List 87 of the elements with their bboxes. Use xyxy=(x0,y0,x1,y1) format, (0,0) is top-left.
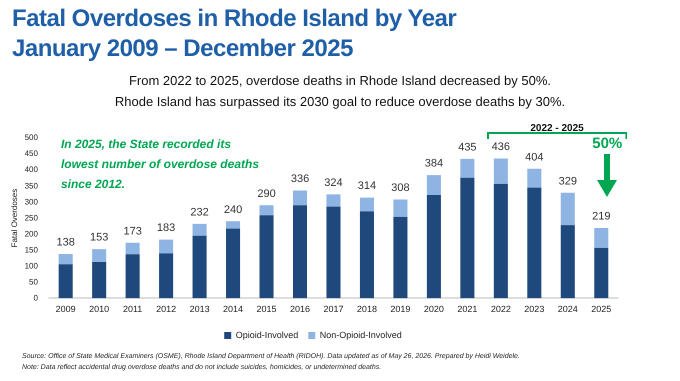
y-tick-label: 450 xyxy=(24,149,38,158)
bar xyxy=(460,158,474,178)
bar xyxy=(494,184,508,298)
total-label: 336 xyxy=(290,173,310,186)
total-label: 219 xyxy=(592,210,610,223)
bar xyxy=(326,206,341,298)
x-tick-label: 2014 xyxy=(223,304,244,314)
bar xyxy=(527,188,542,298)
bar xyxy=(426,195,441,298)
bar xyxy=(126,242,140,254)
y-axis-title: Fatal Overdoses xyxy=(10,188,20,248)
y-tick-label: 100 xyxy=(24,261,38,270)
bar xyxy=(594,248,608,298)
bar xyxy=(58,254,73,264)
bar xyxy=(292,190,308,206)
bar xyxy=(159,253,174,298)
bar xyxy=(426,175,441,196)
x-tick-label: 2023 xyxy=(524,304,544,314)
total-label: 329 xyxy=(558,175,577,188)
total-label: 290 xyxy=(257,188,276,200)
annotation: 50% xyxy=(592,135,622,152)
bar xyxy=(226,221,240,229)
chart-subtitle: From 2022 to 2025, overdose deaths in Rhode Island decreased by 50%. Rhode Island has surpassed its 2030 goal to reduce overdose deaths by 30%. xyxy=(114,72,566,111)
chart-title: Fatal Overdoses in Rhode Island by Year January 2009 – December 2025 xyxy=(12,4,456,64)
bar xyxy=(393,216,408,298)
y-tick-label: 300 xyxy=(24,197,38,206)
bar xyxy=(527,168,542,188)
total-label: 138 xyxy=(56,236,75,249)
bar xyxy=(560,225,575,298)
x-tick-label: 2020 xyxy=(424,304,444,314)
bar xyxy=(92,262,106,298)
text: 2022 - 2025 xyxy=(530,123,584,134)
y-tick-label: 150 xyxy=(24,245,38,254)
x-tick-label: 2025 xyxy=(591,304,612,314)
y-tick-label: 0 xyxy=(33,293,38,302)
y-tick-label: 250 xyxy=(24,213,38,222)
x-tick-label: 2019 xyxy=(390,304,410,314)
legend-label: Non-Opioid-Involved xyxy=(320,330,402,340)
total-label: 183 xyxy=(156,222,176,234)
bar xyxy=(393,200,408,217)
bar xyxy=(594,228,608,248)
annotation: In 2025, the State recorded its lowest number of overdose deaths since 2012. xyxy=(60,137,260,191)
total-label: 173 xyxy=(123,225,142,238)
total-label: 240 xyxy=(224,204,242,216)
y-tick-label: 50 xyxy=(29,277,38,286)
bar xyxy=(292,205,308,298)
x-tick-label: 2010 xyxy=(89,304,110,314)
bar xyxy=(126,254,140,298)
x-tick-label: 2017 xyxy=(323,304,344,314)
legend-label: Opioid-Involved xyxy=(236,330,298,340)
total-label: 308 xyxy=(391,182,410,194)
bar xyxy=(360,198,374,212)
x-tick-label: 2024 xyxy=(558,304,578,314)
bar xyxy=(92,249,106,262)
y-tick-label: 500 xyxy=(24,133,38,142)
x-tick-label: 2009 xyxy=(56,304,76,314)
total-label: 435 xyxy=(458,141,477,154)
total-label: 404 xyxy=(525,151,544,164)
total-label: 314 xyxy=(358,180,376,192)
y-tick-label: 400 xyxy=(24,165,38,174)
total-label: 232 xyxy=(190,206,209,218)
x-tick-label: 2015 xyxy=(256,304,277,314)
x-tick-label: 2018 xyxy=(356,304,377,314)
total-label: 384 xyxy=(424,158,444,170)
x-tick-label: 2016 xyxy=(290,304,310,314)
bar xyxy=(259,215,274,298)
y-tick-label: 350 xyxy=(24,181,38,190)
x-tick-label: 2012 xyxy=(156,304,176,314)
x-tick-label: 2021 xyxy=(457,304,478,314)
bar xyxy=(226,228,240,298)
x-tick-label: 2022 xyxy=(490,304,511,314)
y-tick-label: 200 xyxy=(24,229,38,238)
bar xyxy=(192,236,207,298)
bar xyxy=(494,158,508,184)
bar xyxy=(192,224,207,236)
x-tick-label: 2011 xyxy=(122,304,142,314)
bar xyxy=(326,194,341,207)
bar xyxy=(159,240,174,254)
bar xyxy=(560,192,575,226)
bar xyxy=(58,264,73,298)
bar xyxy=(460,178,474,298)
x-tick-label: 2013 xyxy=(190,304,210,314)
total-label: 436 xyxy=(492,141,510,154)
bar xyxy=(360,211,374,298)
total-label: 324 xyxy=(324,176,343,189)
bar xyxy=(259,205,274,216)
total-label: 153 xyxy=(90,232,108,244)
